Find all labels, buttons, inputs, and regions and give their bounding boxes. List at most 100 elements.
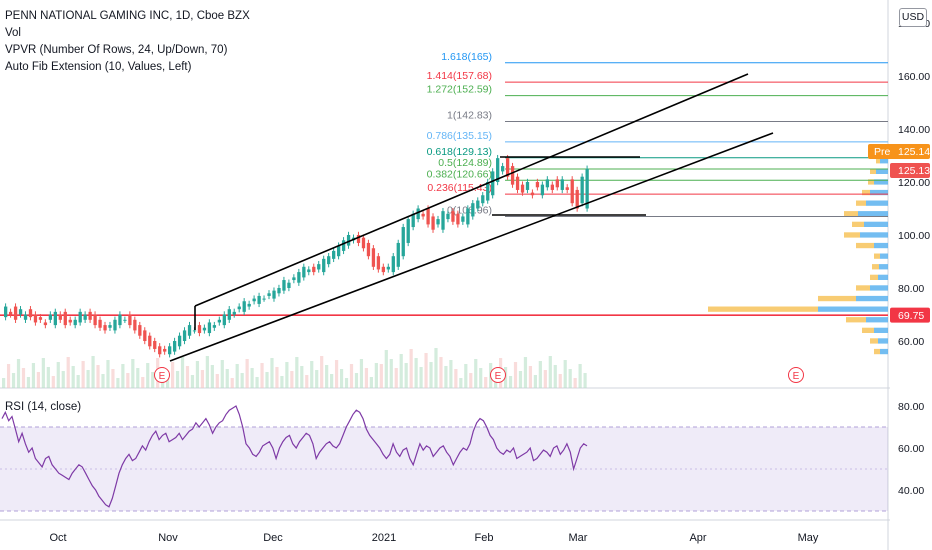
volume-bar — [349, 364, 354, 388]
candle-body — [481, 195, 485, 204]
candle-body — [103, 325, 107, 331]
candle-body — [312, 266, 316, 273]
rsi-tick-label: 80.00 — [898, 401, 924, 413]
legend-title: PENN NATIONAL GAMING INC, 1D, Cboe BZX — [5, 10, 250, 22]
volume-bar — [508, 376, 513, 388]
volume-bar — [354, 373, 359, 388]
volume-bar — [334, 360, 339, 388]
fib-level-label: 0.382(120.66) — [427, 168, 492, 180]
volume-bar — [56, 362, 60, 388]
volume-bar — [86, 370, 90, 388]
candle-body — [560, 179, 564, 190]
price-tick-label: 120.00 — [898, 177, 930, 189]
volume-bar — [51, 376, 55, 388]
rsi-tick-label: 60.00 — [898, 443, 924, 455]
volume-bar — [2, 378, 6, 388]
candle-body — [307, 269, 311, 273]
last-price-label: 125.13 — [898, 165, 930, 177]
volume-bar — [310, 361, 314, 388]
volume-bar — [464, 364, 468, 388]
vpvr-down-bar — [856, 200, 866, 206]
candle-body — [38, 317, 43, 320]
candle-body — [436, 219, 440, 225]
vpvr-down-bar — [844, 232, 860, 238]
volume-bar — [558, 374, 562, 388]
time-tick-label: May — [798, 532, 819, 544]
candle-body — [401, 227, 405, 257]
candle-body — [133, 319, 137, 331]
candle-body — [88, 311, 92, 320]
volume-bar — [215, 374, 219, 388]
volume-bar — [330, 374, 334, 388]
candle-body — [287, 282, 291, 288]
candle-body — [391, 256, 395, 273]
pre-market-label: Pre — [874, 146, 891, 158]
price-tick-label: 60.00 — [898, 336, 924, 348]
candle-body — [461, 216, 465, 222]
vpvr-up-bar — [860, 232, 888, 238]
volume-bar — [185, 366, 190, 388]
volume-bar — [583, 373, 587, 388]
rsi-tick-label: 40.00 — [898, 485, 924, 497]
candle-body — [336, 245, 341, 257]
vpvr-up-bar — [878, 274, 888, 280]
volume-bar — [240, 373, 244, 388]
time-tick-label: Apr — [689, 532, 706, 544]
volume-bar — [429, 362, 433, 388]
volume-bar — [280, 376, 284, 388]
earnings-marker-label: E — [793, 371, 800, 382]
candle-body — [416, 208, 420, 220]
candle-body — [4, 306, 8, 318]
candle-body — [168, 346, 172, 355]
volume-bar — [290, 371, 294, 388]
candle-body — [227, 309, 231, 320]
pre-market-price: 125.14 — [898, 146, 930, 158]
candle-body — [406, 219, 410, 243]
vpvr-up-bar — [818, 306, 888, 312]
candle-body — [98, 319, 102, 328]
volume-bar — [16, 359, 21, 388]
vpvr-down-bar — [852, 221, 864, 227]
volume-bar — [166, 376, 170, 388]
candle-body — [550, 184, 554, 190]
vpvr-down-bar — [870, 168, 876, 174]
volume-bar — [479, 368, 483, 388]
vpvr-down-bar — [862, 327, 874, 333]
volume-bar — [563, 360, 567, 388]
candle-body — [356, 235, 361, 243]
candle-body — [232, 311, 236, 315]
volume-bar — [285, 362, 289, 388]
candle-body — [535, 182, 540, 188]
volume-bar — [205, 356, 209, 388]
volume-bar — [6, 364, 11, 388]
candle-body — [491, 171, 495, 196]
currency-button[interactable]: USD — [899, 8, 927, 27]
candle-body — [371, 248, 376, 267]
volume-bar — [543, 370, 547, 388]
candle-body — [43, 322, 48, 326]
volume-bar — [106, 360, 110, 388]
time-tick-label: 2021 — [372, 532, 396, 544]
candle-body — [292, 277, 296, 281]
volume-bar — [190, 375, 195, 388]
volume-bar — [434, 348, 438, 388]
volume-bar — [126, 373, 130, 388]
candle-body — [252, 298, 256, 302]
candle-body — [525, 182, 530, 190]
volume-bar — [339, 369, 344, 388]
vpvr-down-bar — [876, 158, 880, 164]
candle-body — [476, 200, 480, 209]
candle-body — [510, 166, 515, 185]
candle-body — [177, 335, 182, 347]
volume-bar — [389, 359, 393, 388]
candle-body — [501, 166, 505, 172]
candle-body — [58, 314, 62, 320]
volume-bar — [379, 364, 383, 388]
fib-level-label: 1.272(152.59) — [427, 84, 492, 96]
candle-body — [332, 250, 336, 259]
time-tick-label: Nov — [158, 532, 178, 544]
volume-bar — [528, 366, 533, 388]
earnings-marker — [788, 367, 804, 383]
candle-body — [322, 258, 326, 273]
